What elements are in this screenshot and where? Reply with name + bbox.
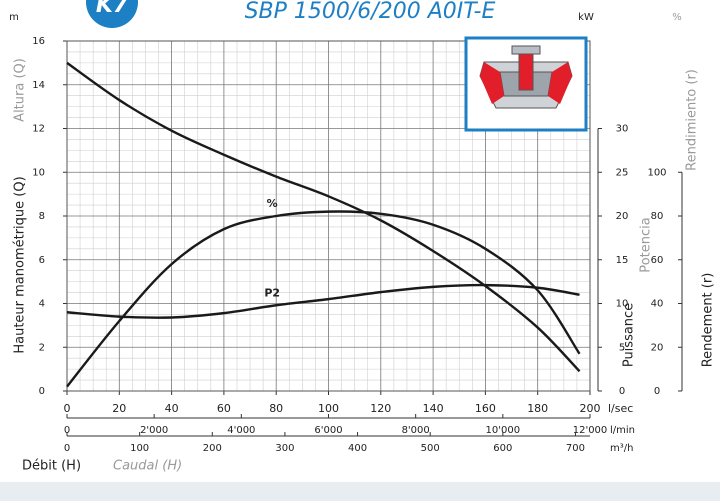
chart-title: SBP 1500/6/200 A0IT-E (245, 0, 496, 24)
curve-label: % (267, 197, 278, 210)
secondary-x-tick-label: 200 (203, 443, 222, 454)
y-title: Hauteur manométrique (Q) (13, 176, 28, 353)
x-tick-label: 120 (370, 402, 391, 415)
curve (66, 283, 580, 319)
secondary-x-tick-label: 300 (275, 443, 294, 454)
secondary-x-tick-label: 8'000 (402, 425, 430, 436)
secondary-x-tick-label: 500 (421, 443, 440, 454)
x-title: Caudal (H) (113, 459, 182, 474)
secondary-x-tick-label: 10'000 (486, 425, 521, 436)
secondary-x-tick-label: 100 (130, 443, 149, 454)
x-tick-label: 40 (165, 402, 179, 415)
y3-tick-label: 20 (651, 342, 664, 353)
y-title: Altura (Q) (13, 58, 28, 122)
plot: 0 20 40 60 80 100 120 140 160 180 200 l/sec02468101… (32, 36, 683, 454)
y-tick-label: 12 (32, 124, 45, 135)
y3-title: Rendement (r) (701, 273, 716, 368)
y2-tick-label: 0 (619, 386, 625, 397)
y2-tick-label: 25 (616, 167, 629, 178)
y3-tick-label: 40 (651, 299, 664, 310)
curve-label: P2 (264, 286, 280, 299)
x-tick-label: 80 (269, 402, 283, 415)
y-tick-label: 14 (32, 80, 45, 91)
badge-text: K7 (96, 0, 129, 18)
y-tick-label: 0 (39, 386, 45, 397)
y3-tick-label: 0 (654, 386, 660, 397)
x-tick-label: 60 (217, 402, 231, 415)
x-unit: l/sec (608, 402, 633, 415)
secondary-x-tick-label: 6'000 (314, 425, 342, 436)
y-tick-label: 4 (39, 299, 45, 310)
y-tick-label: 8 (39, 211, 45, 222)
x-tick-label: 0 (64, 402, 71, 415)
x-tick-label: 180 (527, 402, 548, 415)
y2-tick-label: 5 (619, 342, 625, 353)
y3-tick-label: 60 (651, 255, 664, 266)
curve (66, 210, 581, 388)
y3-tick-label: 100 (647, 167, 666, 178)
y2-tick-label: 20 (616, 211, 629, 222)
footer-band (0, 482, 720, 501)
x-tick-label: 20 (112, 402, 126, 415)
y2-unit: kW (578, 12, 594, 23)
secondary-x-tick-label: 400 (348, 443, 367, 454)
badge (86, 0, 138, 28)
secondary-x-tick-label: 4'000 (227, 425, 255, 436)
secondary-x-tick-label: 0 (64, 443, 70, 454)
y3-unit: % (672, 12, 682, 23)
y2-title: Puissance (622, 303, 637, 367)
secondary-x-tick-label: 600 (493, 443, 512, 454)
plot-frame (66, 40, 591, 392)
x-tick-label: 100 (318, 402, 339, 415)
secondary-x-unit: l/min (610, 425, 635, 436)
secondary-x-unit: m³/h (610, 443, 633, 454)
y2-tick-label: 10 (616, 299, 629, 310)
secondary-x-tick-label: 12'000 (573, 425, 608, 436)
y-unit: m (9, 12, 19, 23)
x-tick-label: 200 (580, 402, 601, 415)
curve (66, 61, 581, 373)
y3-tick-label: 80 (651, 211, 664, 222)
secondary-x-tick-label: 700 (566, 443, 585, 454)
pump-image (464, 36, 588, 132)
y2-tick-label: 30 (616, 124, 629, 135)
y2-tick-label: 15 (616, 255, 629, 266)
secondary-x-tick-label: 2'000 (140, 425, 168, 436)
y-tick-label: 2 (39, 342, 45, 353)
y-tick-label: 6 (39, 255, 45, 266)
y3-title: Rendimiento (r) (685, 69, 700, 171)
x-tick-label: 140 (423, 402, 444, 415)
secondary-x-tick-label: 0 (64, 425, 70, 436)
y-tick-label: 16 (32, 36, 45, 47)
x-tick-label: 160 (475, 402, 496, 415)
y-tick-label: 10 (32, 167, 45, 178)
x-title: Débit (H) (22, 459, 81, 474)
y2-title: Potencia (639, 217, 654, 272)
